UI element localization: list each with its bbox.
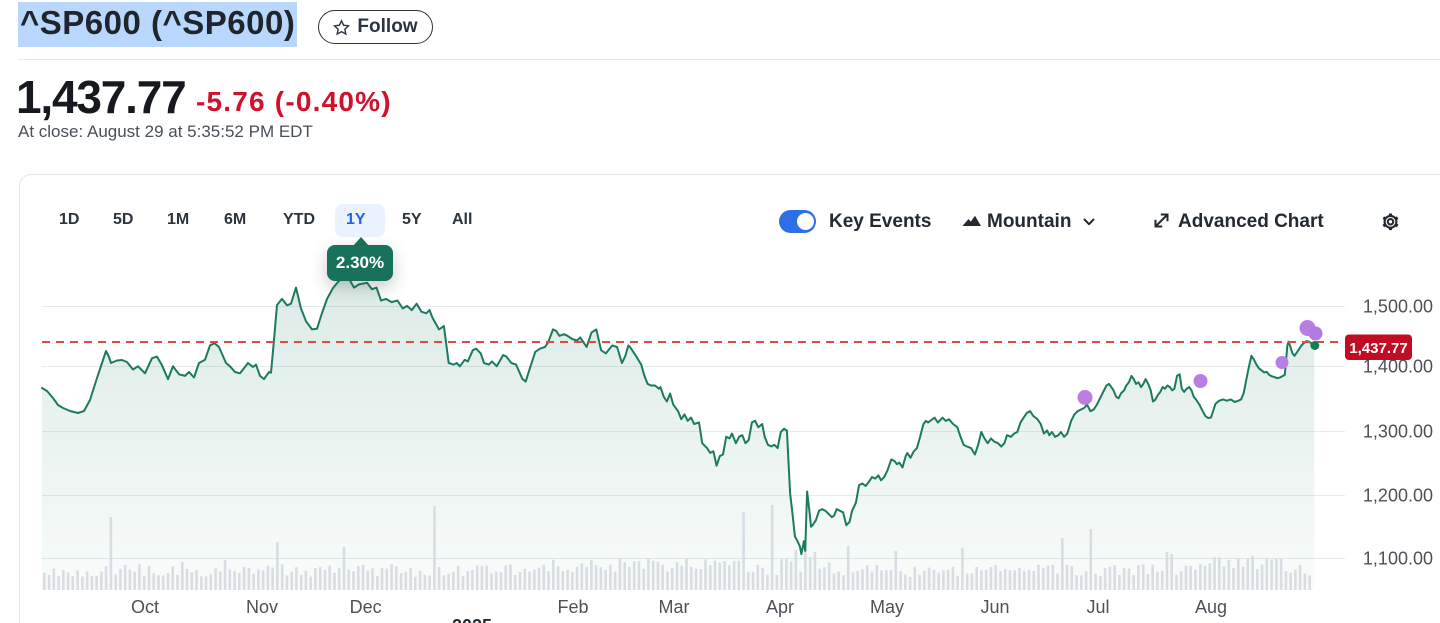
svg-text:2025: 2025 [452,616,492,623]
svg-text:Mar: Mar [659,597,690,617]
svg-text:1,200.00: 1,200.00 [1363,486,1433,506]
svg-text:Oct: Oct [131,597,159,617]
svg-text:1,400.00: 1,400.00 [1363,357,1433,377]
svg-text:Apr: Apr [766,597,794,617]
svg-text:Feb: Feb [557,597,588,617]
svg-text:Jul: Jul [1086,597,1109,617]
svg-text:Nov: Nov [246,597,278,617]
svg-text:May: May [870,597,904,617]
svg-text:1,437.77: 1,437.77 [1349,340,1407,357]
svg-text:1,500.00: 1,500.00 [1363,297,1433,317]
svg-text:1,100.00: 1,100.00 [1363,549,1433,569]
svg-text:Jun: Jun [980,597,1009,617]
svg-text:Aug: Aug [1195,597,1227,617]
svg-text:Dec: Dec [350,597,382,617]
svg-text:1,300.00: 1,300.00 [1363,422,1433,442]
